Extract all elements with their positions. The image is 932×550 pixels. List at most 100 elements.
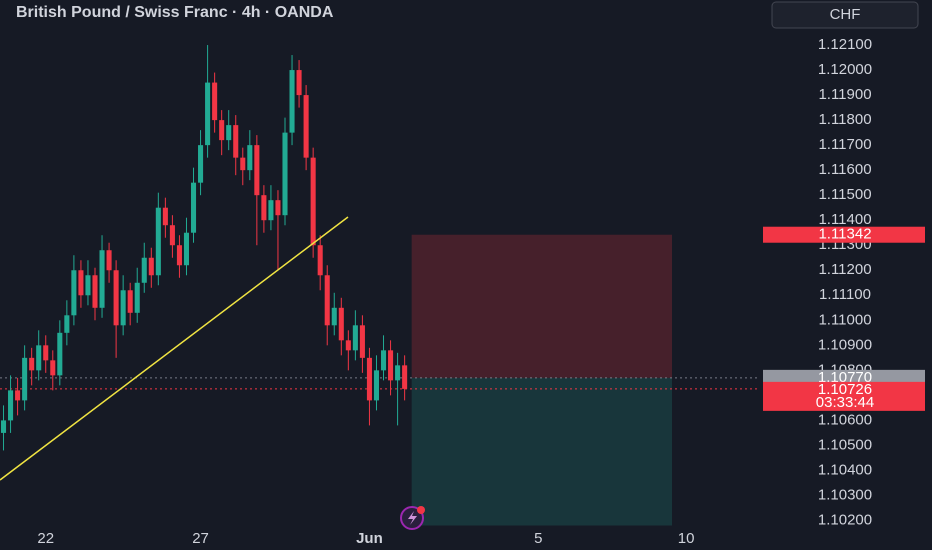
trendline — [0, 216, 349, 481]
candle-body — [310, 157, 316, 246]
candle-body — [169, 225, 175, 246]
candle-body — [29, 357, 35, 371]
candle-body — [331, 307, 337, 326]
candle-body — [345, 340, 351, 351]
y-tick-label: 1.11000 — [818, 311, 871, 328]
candle-body — [261, 195, 267, 221]
candle-body — [324, 275, 330, 326]
stop-label-bg — [763, 226, 925, 243]
x-tick-label: 10 — [678, 530, 695, 547]
y-tick-label: 1.11700 — [818, 136, 871, 153]
candle-body — [92, 275, 98, 308]
x-tick-label: 27 — [192, 530, 209, 547]
icon-bolt[interactable] — [408, 511, 417, 525]
candle-body — [352, 325, 358, 351]
candle-body — [134, 282, 140, 313]
currency-button[interactable] — [771, 1, 919, 29]
candle-body — [8, 390, 14, 421]
candle-body — [57, 332, 63, 376]
candle-body — [247, 145, 253, 171]
y-tick-label: 1.10500 — [818, 436, 872, 453]
candle-body — [190, 182, 197, 233]
bolt-icon[interactable] — [400, 506, 425, 530]
x-tick-label: 5 — [534, 530, 542, 547]
candle-body — [373, 370, 380, 401]
candle-body — [359, 325, 365, 358]
x-tick-label: 22 — [37, 530, 54, 547]
y-tick-label: 1.11900 — [818, 86, 871, 103]
candle-body — [233, 125, 239, 158]
stop-label: 1.11342 — [818, 226, 871, 243]
candle-body — [296, 70, 302, 96]
plot-area — [0, 45, 760, 526]
candle-body — [148, 257, 154, 276]
candle-body — [268, 200, 274, 221]
stop-zone — [411, 234, 672, 378]
candle-body — [240, 157, 246, 171]
candle-body — [78, 270, 84, 296]
candle-body — [366, 357, 372, 401]
chart-title: British Pound / Swiss Franc · 4h · OANDA — [16, 4, 334, 21]
candle-body — [198, 145, 204, 183]
candle-body — [388, 350, 394, 381]
candle-body — [289, 70, 295, 133]
candle-body — [22, 357, 28, 401]
y-tick-label: 1.10400 — [818, 461, 872, 478]
candle-body — [212, 82, 218, 121]
y-tick-label: 1.10900 — [818, 336, 872, 353]
candle-body — [162, 207, 168, 226]
candle-body — [275, 200, 281, 216]
candle-body — [226, 125, 232, 141]
candle-body — [183, 232, 190, 266]
y-tick-label: 1.11200 — [818, 261, 871, 278]
candle-body — [155, 207, 161, 276]
candle-body — [402, 365, 408, 389]
candle-body — [380, 350, 387, 371]
y-tick-label: 1.11500 — [818, 186, 871, 203]
candle-body — [106, 250, 112, 271]
candle-body — [282, 132, 288, 216]
target-zone — [411, 377, 672, 526]
y-tick-label: 1.10200 — [818, 511, 872, 528]
candle-body — [254, 145, 260, 196]
entry-label-bg — [763, 369, 925, 386]
price-label-bg — [763, 381, 925, 411]
y-tick-label: 1.10600 — [818, 411, 872, 428]
candle-body — [113, 270, 119, 326]
countdown-label: 03:33:44 — [816, 394, 874, 411]
candle-body — [120, 290, 126, 326]
candle-body — [50, 360, 56, 376]
entry-label: 1.10770 — [818, 369, 872, 386]
candle-body — [0, 420, 7, 433]
currency-label[interactable]: CHF — [830, 6, 861, 23]
candle-body — [219, 120, 225, 141]
candle-body — [99, 250, 105, 308]
candle-body — [176, 245, 182, 266]
x-tick-label: Jun — [356, 530, 383, 547]
candle-body — [71, 270, 77, 316]
candle-body — [15, 390, 21, 401]
candle-body — [317, 245, 323, 276]
y-tick-label: 1.11600 — [818, 161, 871, 178]
icon-dot[interactable] — [417, 506, 425, 514]
candle-body — [85, 275, 91, 296]
candle-body — [127, 290, 133, 313]
candle-body — [64, 315, 70, 333]
candle-body — [205, 82, 211, 146]
y-tick-label: 1.10300 — [818, 486, 872, 503]
candle-body — [338, 307, 344, 341]
y-tick-label: 1.11800 — [818, 111, 871, 128]
candle-body — [395, 365, 401, 381]
candle-body — [303, 95, 309, 158]
candle-body — [36, 345, 42, 371]
candle-body — [43, 345, 49, 361]
y-tick-label: 1.12000 — [818, 61, 872, 78]
price-label: 1.10726 — [818, 381, 872, 398]
y-tick-label: 1.11100 — [819, 286, 871, 303]
y-tick-label: 1.11400 — [818, 211, 871, 228]
y-tick-label: 1.12100 — [818, 36, 872, 53]
candle-body — [141, 257, 147, 283]
